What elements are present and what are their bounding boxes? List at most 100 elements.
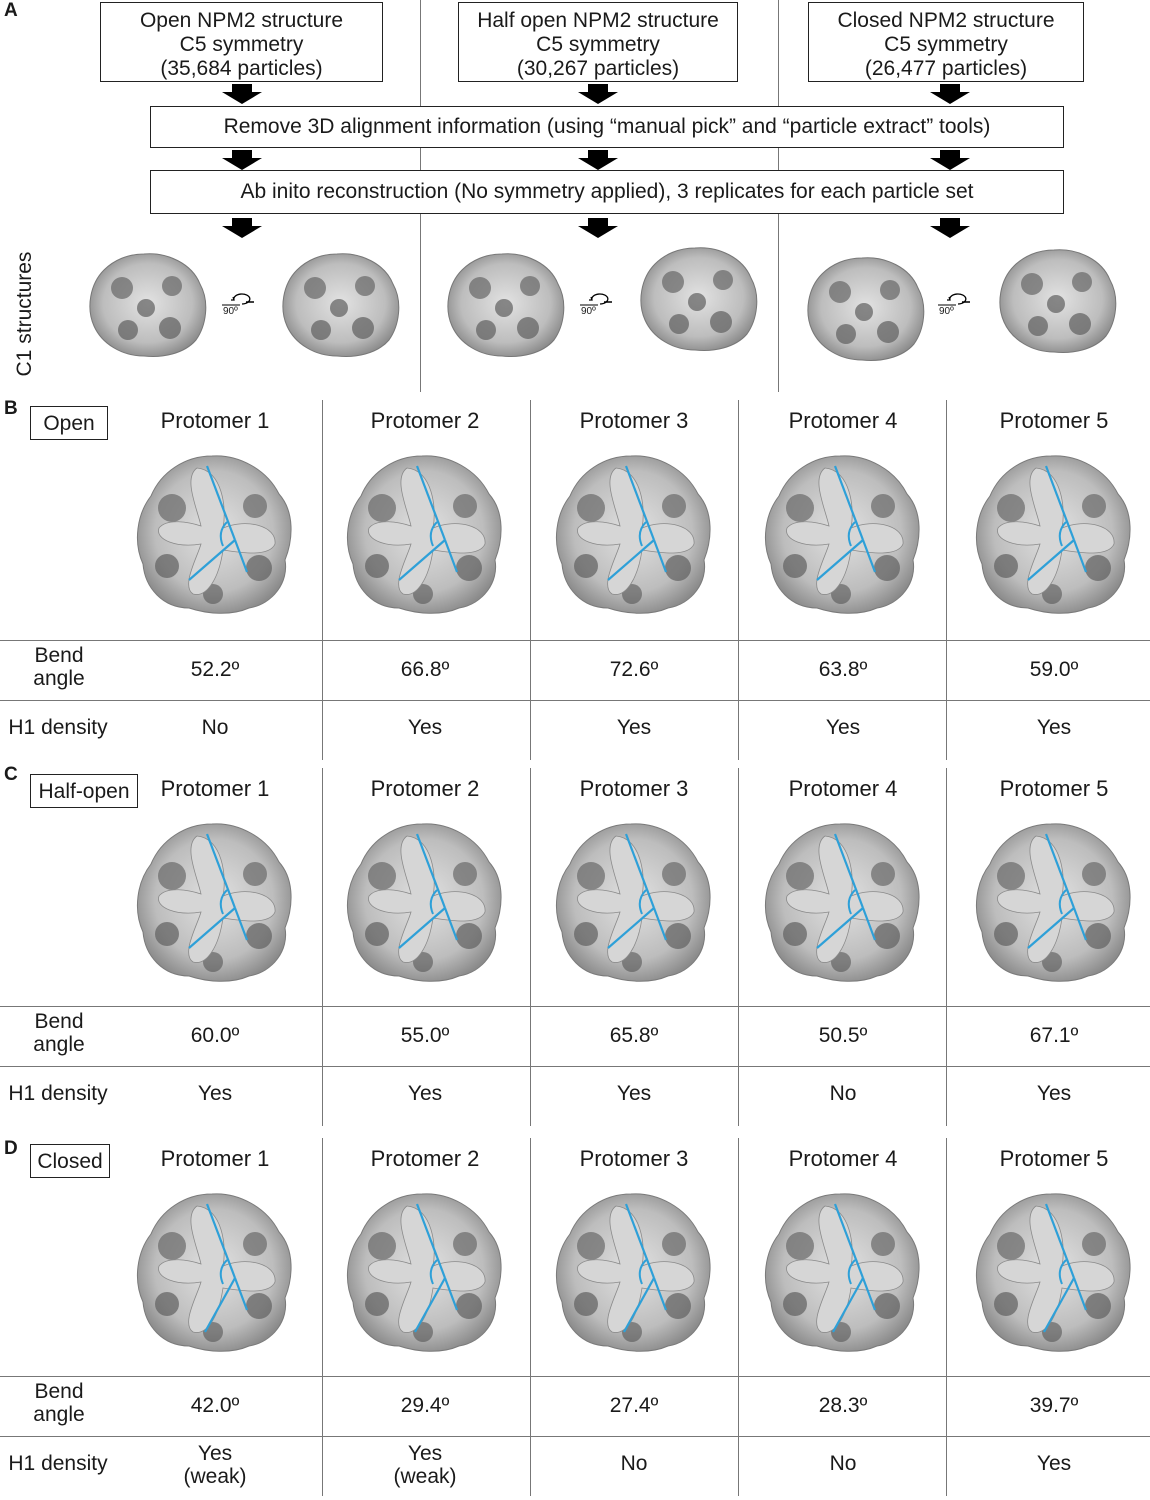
down-arrow-icon (930, 218, 970, 238)
down-arrow-icon (222, 84, 262, 104)
panel-label-a: A (4, 0, 18, 21)
bend-line (1043, 1277, 1075, 1333)
density-map (136, 455, 292, 614)
divider (738, 400, 739, 760)
protomer-header: Protomer 5 (999, 776, 1109, 801)
bend-line (414, 1277, 446, 1333)
h1-density-value: No (829, 1452, 857, 1475)
divider (322, 400, 323, 760)
rotate-90-icon: 90º (578, 288, 622, 318)
open-structure-box: Open NPM2 structure C5 symmetry (35,684 … (100, 2, 383, 82)
bend-line (624, 833, 656, 909)
bend-line (443, 539, 459, 573)
bend-line (205, 465, 237, 541)
bend-angle-value: 60.0º (190, 1024, 240, 1047)
angle-arc (638, 521, 647, 547)
density-map (555, 823, 711, 982)
angle-arc (847, 889, 856, 915)
bend-angle-value: 42.0º (190, 1394, 240, 1417)
c1-density-closed-top (999, 249, 1117, 353)
box-line: Open NPM2 structure (139, 9, 344, 32)
bend-line (1044, 465, 1076, 541)
box-line: (26,477 particles) (864, 57, 1028, 80)
h1-density-value: No (620, 1452, 648, 1475)
h1-density-value: Yes (weak) (115, 1442, 315, 1488)
box-line: Closed NPM2 structure (837, 9, 1055, 32)
down-arrow-icon (930, 150, 970, 170)
c1-structures-label: C1 structures (13, 251, 36, 377)
angle-arc (847, 521, 856, 547)
condition-box: Half-open (30, 774, 138, 808)
protomer-header: Protomer 2 (370, 408, 480, 433)
density-map (764, 455, 920, 614)
h1-density-value: Yes (1036, 716, 1072, 739)
density-map (975, 823, 1131, 982)
half-open-structure-box: Half open NPM2 structure C5 symmetry (30… (458, 2, 738, 82)
bend-line (1072, 1277, 1088, 1311)
h1-density-label: H1 density (8, 716, 108, 739)
closed-structure-box: Closed NPM2 structure C5 symmetry (26,47… (808, 2, 1084, 82)
divider (530, 768, 531, 1126)
bend-line (833, 465, 865, 541)
divider (0, 1376, 1150, 1377)
density-map (136, 1193, 292, 1352)
protomer-header: Protomer 2 (370, 1146, 480, 1171)
angle-arc (429, 521, 438, 547)
bend-line (233, 907, 249, 941)
bend-line (188, 907, 236, 949)
protomer-header: Protomer 5 (999, 408, 1109, 433)
rotate-90-icon: 90º (936, 288, 980, 318)
density-map (346, 1193, 502, 1352)
step-remove-alignment: Remove 3D alignment information (using “… (150, 106, 1064, 148)
angle-arc (429, 889, 438, 915)
density-map (346, 823, 502, 982)
divider (0, 700, 1150, 701)
rotation-label: 90º (939, 306, 954, 317)
angle-arc (1058, 1259, 1067, 1285)
h1-density-value: Yes (1036, 1452, 1072, 1475)
bend-line (205, 833, 237, 909)
density-map (555, 1193, 711, 1352)
bend-line (833, 833, 865, 909)
protomer-header: Protomer 3 (579, 1146, 689, 1171)
protomer-header: Protomer 1 (160, 408, 270, 433)
h1-density-value: Yes (407, 716, 443, 739)
density-map (975, 1193, 1131, 1352)
bend-angle-value: 29.4º (400, 1394, 450, 1417)
bend-angle-value: 50.5º (818, 1024, 868, 1047)
divider (946, 768, 947, 1126)
bend-line (205, 1203, 237, 1279)
h1-density-value: Yes (197, 1082, 233, 1105)
divider (946, 400, 947, 760)
c1-density-closed-front (807, 257, 925, 361)
bend-angle-value: 28.3º (818, 1394, 868, 1417)
density-map (764, 1193, 920, 1352)
bend-angle-value: 39.7º (1029, 1394, 1079, 1417)
bend-line (652, 539, 668, 573)
h1-density-value: Yes (825, 716, 861, 739)
divider (0, 1436, 1150, 1437)
bend-line (816, 907, 864, 949)
divider (530, 1138, 531, 1496)
panel-label-b: B (4, 398, 18, 419)
bend-angle-value: 67.1º (1029, 1024, 1079, 1047)
bend-line (415, 465, 447, 541)
h1-density-value: Yes (616, 1082, 652, 1105)
box-line: C5 symmetry (179, 33, 304, 56)
divider (322, 768, 323, 1126)
rotation-label: 90º (223, 306, 238, 317)
h1-density-value: Yes (616, 716, 652, 739)
bend-angle-value: 63.8º (818, 658, 868, 681)
condition-box: Open (30, 406, 108, 440)
protomer-header: Protomer 4 (788, 776, 898, 801)
bend-line (1044, 833, 1076, 909)
protomer-header: Protomer 2 (370, 776, 480, 801)
h1-density-line: (weak) (183, 1465, 247, 1488)
protomer-header: Protomer 3 (579, 776, 689, 801)
panel-label-d: D (4, 1138, 18, 1159)
down-arrow-icon (578, 218, 618, 238)
bend-line (1044, 1203, 1076, 1279)
density-map (975, 455, 1131, 614)
down-arrow-icon (578, 150, 618, 170)
divider (946, 1138, 947, 1496)
